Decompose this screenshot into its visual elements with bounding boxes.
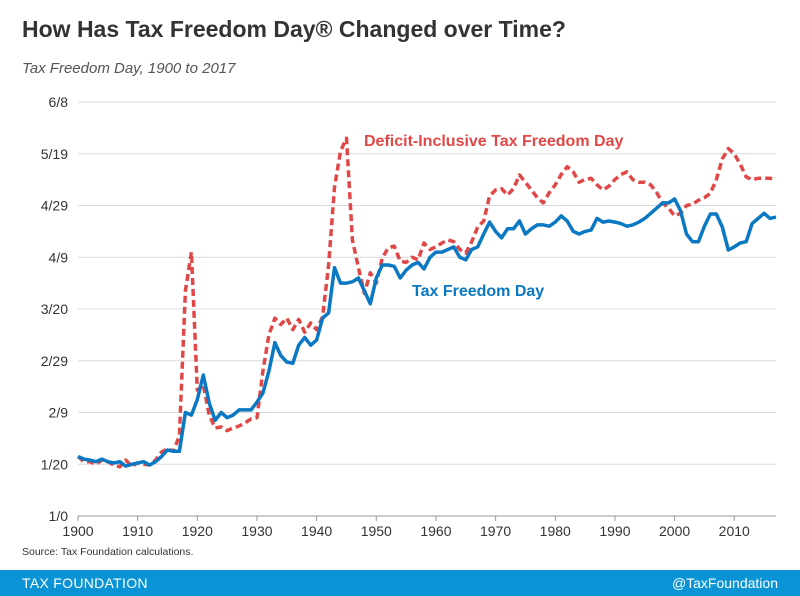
y-tick-label: 4/9 (49, 249, 69, 265)
footer-brand: TAX FOUNDATION (22, 575, 148, 591)
x-tick-label: 1950 (361, 523, 392, 539)
footer-handle[interactable]: @TaxFoundation (671, 575, 778, 591)
x-tick-label: 1980 (540, 523, 571, 539)
chart-title: How Has Tax Freedom Day® Changed over Ti… (22, 16, 566, 42)
source-note: Source: Tax Foundation calculations. (22, 546, 194, 558)
footer-bar: TAX FOUNDATION @TaxFoundation (0, 570, 800, 596)
x-tick-label: 1930 (241, 523, 272, 539)
y-tick-label: 5/19 (41, 146, 68, 162)
x-tick-label: 2010 (719, 523, 750, 539)
y-tick-label: 6/8 (49, 94, 69, 110)
annotation-deficit-inclusive: Deficit-Inclusive Tax Freedom Day (364, 133, 623, 150)
annotation-tax-freedom-day: Tax Freedom Day (412, 283, 544, 300)
x-tick-label: 1900 (62, 523, 93, 539)
y-tick-label: 2/29 (41, 353, 68, 369)
y-tick-label: 1/20 (41, 456, 68, 472)
x-tick-label: 1990 (599, 523, 630, 539)
y-tick-label: 1/0 (49, 508, 69, 524)
x-tick-label: 2000 (659, 523, 690, 539)
x-tick-label: 1920 (182, 523, 213, 539)
series-tax-freedom-day-line (77, 197, 777, 468)
x-tick-label: 1970 (480, 523, 511, 539)
chart-subtitle: Tax Freedom Day, 1900 to 2017 (22, 60, 236, 77)
y-tick-label: 3/20 (41, 301, 68, 317)
y-tick-label: 4/29 (41, 198, 68, 214)
y-tick-label: 2/9 (49, 405, 69, 421)
x-tick-label: 1960 (420, 523, 451, 539)
line-chart: 1/0 1/20 2/9 2/29 3/20 4/9 4/29 5/19 6/8 1900 191… (41, 94, 777, 539)
x-tick-label: 1910 (122, 523, 153, 539)
x-tick-label: 1940 (301, 523, 332, 539)
series-deficit-inclusive-line (76, 136, 777, 469)
